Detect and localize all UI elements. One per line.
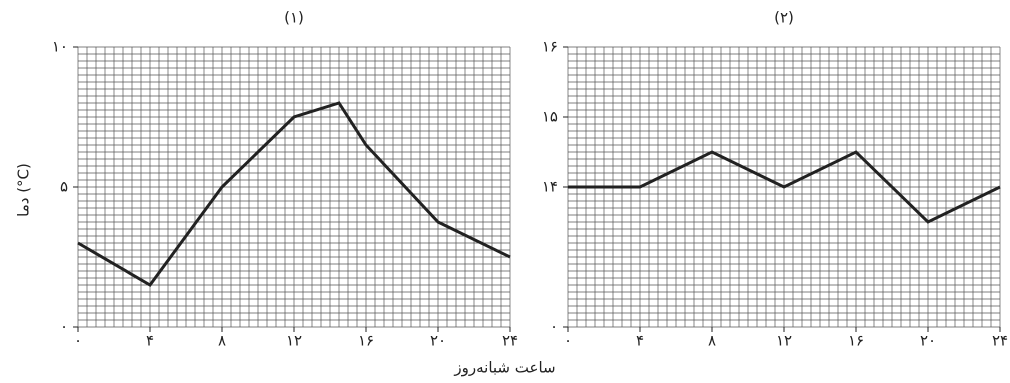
data-line <box>568 150 1001 224</box>
y-tick-label: ۰ <box>550 318 558 336</box>
y-tick-label: ۵ <box>60 178 68 196</box>
x-tick-label: ۲۰ <box>430 332 446 350</box>
data-line <box>77 101 511 287</box>
y-tick-label: ۱۰ <box>52 38 68 56</box>
x-tick-label: ۲۴ <box>992 332 1008 350</box>
x-tick-label: ۸ <box>708 332 716 350</box>
x-tick-label: ۲۴ <box>502 332 518 350</box>
chart-title: (۱) <box>284 9 304 27</box>
x-axis-label: ساعت شبانه‌روز <box>453 359 555 377</box>
y-tick-label: ۱۴ <box>542 178 558 196</box>
y-tick-label: ۱۶ <box>542 38 558 56</box>
x-tick-label: ۱۶ <box>358 332 374 350</box>
chart-title: (۲) <box>774 9 794 27</box>
x-tick-label: ۲۰ <box>920 332 936 350</box>
x-tick-label: ۱۲ <box>286 332 302 350</box>
x-tick-label: ۴ <box>146 332 154 350</box>
y-axis-label: دما (°C) <box>15 163 33 217</box>
x-tick-label: ۰ <box>564 332 572 350</box>
x-tick-label: ۰ <box>74 332 82 350</box>
x-tick-label: ۸ <box>218 332 226 350</box>
x-tick-label: ۴ <box>636 332 644 350</box>
x-tick-label: ۱۶ <box>848 332 864 350</box>
x-tick-label: ۱۲ <box>776 332 792 350</box>
y-tick-label: ۰ <box>60 318 68 336</box>
y-tick-label: ۱۵ <box>542 108 558 126</box>
